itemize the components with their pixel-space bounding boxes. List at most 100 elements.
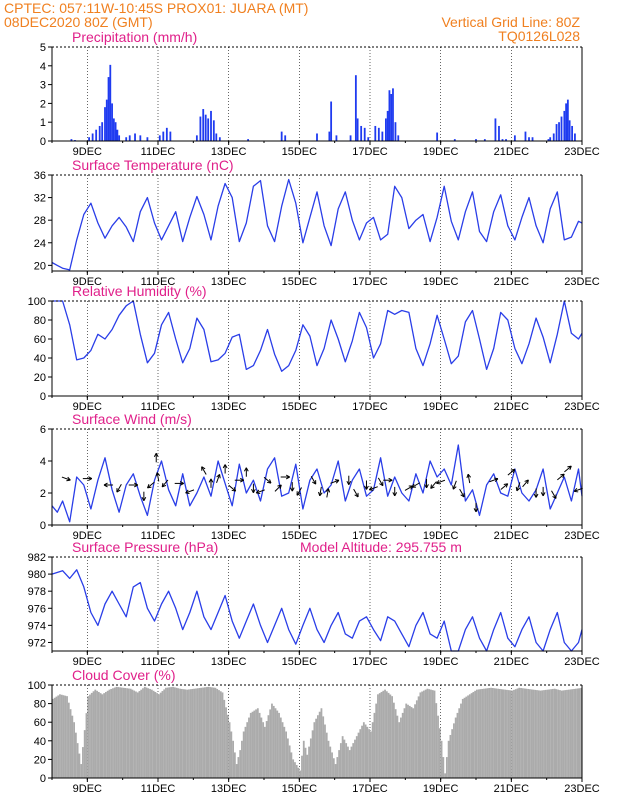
cloud-bar: [347, 746, 349, 778]
cloud-bar: [339, 743, 342, 778]
cloud-bar: [248, 717, 250, 778]
precip-bar: [363, 127, 366, 141]
cloud-bar: [341, 736, 344, 778]
series-line: [52, 300, 583, 372]
cloud-bar: [94, 689, 97, 778]
cloud-bar: [203, 687, 206, 778]
cloud-bar: [80, 764, 83, 778]
wind-arrow: [103, 482, 114, 488]
precip-bar: [574, 133, 576, 141]
y-tick-label: 0: [40, 773, 46, 785]
cloud-bar: [313, 722, 316, 778]
cloud-bar: [159, 692, 162, 778]
cloud-bar: [99, 693, 102, 778]
cloud-bar: [364, 724, 367, 778]
x-tick-label: 11DEC: [141, 656, 176, 668]
x-tick-label: 13DEC: [211, 146, 247, 158]
cloud-bar: [60, 694, 63, 778]
cloud-bar: [400, 717, 402, 778]
cloud-bar: [362, 722, 365, 778]
wind-arrow: [61, 476, 71, 482]
cloud-bar: [525, 688, 528, 778]
precip-bar: [204, 114, 207, 141]
cloud-bar: [258, 712, 261, 778]
wind-arrow: [515, 482, 521, 492]
cloud-bar: [458, 708, 461, 778]
cloud-bar: [318, 711, 321, 778]
cloud-bar: [483, 688, 485, 778]
cloud-bar: [154, 691, 157, 778]
precip-bar: [165, 127, 168, 141]
cloud-bar: [122, 687, 125, 778]
cloud-bar: [170, 687, 173, 778]
cloud-bar: [239, 750, 242, 778]
cloud-bar: [182, 689, 185, 778]
precip-bar: [134, 133, 136, 141]
precip-bar: [104, 107, 106, 141]
cloud-bar: [502, 689, 505, 778]
cloud-bar: [237, 757, 240, 778]
cloud-bar: [161, 691, 164, 778]
cloud-bar: [235, 764, 238, 778]
y-tick-label: 24: [34, 238, 46, 250]
cloud-bar: [66, 696, 68, 778]
wind-arrow: [564, 465, 572, 473]
cloud-bar: [334, 764, 337, 778]
cloud-bar: [569, 689, 572, 778]
cloud-bar: [230, 731, 233, 778]
x-tick-label: 9DEC: [73, 530, 102, 542]
header-grid-note: Vertical Grid Line: 80Z: [441, 14, 580, 30]
y-tick-label: 0: [40, 391, 46, 403]
cloud-bar: [285, 731, 287, 778]
cloud-bar: [479, 689, 482, 778]
cloud-bar: [198, 688, 201, 778]
cloud-bar: [576, 688, 579, 778]
cloud-bar: [536, 690, 538, 778]
cloud-bar: [378, 693, 381, 778]
cloud-bar: [433, 690, 436, 778]
y-tick-label: 3: [40, 80, 46, 92]
cloud-bar: [537, 690, 540, 778]
wind-arrow: [533, 488, 539, 498]
cloud-bar: [163, 689, 166, 778]
wind-arrow: [251, 483, 256, 493]
series-line: [51, 569, 583, 652]
x-tick-label: 17DEC: [352, 401, 388, 413]
cloud-bar: [498, 688, 501, 778]
precip-bar: [394, 122, 397, 141]
cloud-bar: [246, 722, 249, 778]
wind-arrow: [255, 489, 265, 495]
precip-bar: [360, 125, 363, 141]
cloud-bar: [173, 687, 176, 778]
cloud-bar: [138, 691, 141, 778]
precip-bar: [139, 135, 142, 141]
wind-arrow: [364, 480, 369, 490]
wind-arrow: [377, 477, 384, 487]
cloud-bar: [281, 722, 284, 778]
cloud-bar: [555, 689, 558, 778]
x-tick-label: 13DEC: [211, 401, 247, 413]
cloud-bar: [267, 715, 270, 778]
cloud-bar: [354, 739, 356, 778]
cloud-bar: [382, 690, 385, 778]
wind-arrow: [383, 477, 393, 483]
cloud-bar: [90, 692, 93, 778]
cloud-bar: [299, 770, 302, 778]
cloud-bar: [385, 691, 388, 778]
precip-bar: [109, 64, 112, 141]
cloud-bar: [127, 688, 130, 778]
cloud-bar: [202, 687, 204, 778]
cloud-bar: [331, 752, 333, 778]
x-tick-label: 17DEC: [352, 656, 388, 668]
cloud-bar: [470, 693, 473, 778]
cloud-bar: [403, 708, 406, 778]
cloud-bar: [241, 740, 243, 778]
cloud-bar: [147, 688, 150, 778]
x-tick-label: 23DEC: [564, 656, 600, 668]
x-tick-label: 21DEC: [494, 276, 530, 288]
cloud-bar: [449, 734, 452, 778]
precip-bar: [202, 109, 205, 141]
cloud-bar: [516, 688, 519, 778]
cloud-bar: [529, 689, 531, 778]
cloud-bar: [82, 747, 84, 778]
